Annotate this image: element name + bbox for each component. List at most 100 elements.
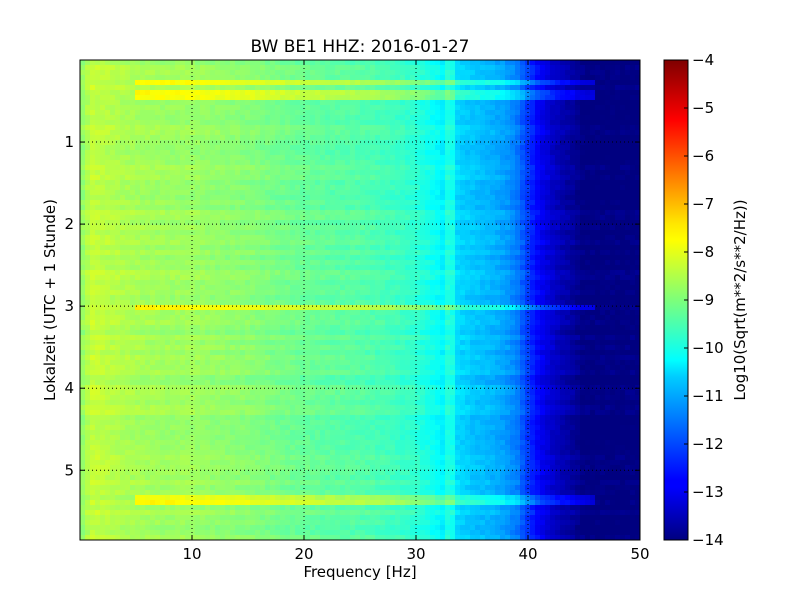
spectrogram-cell xyxy=(600,190,606,196)
spectrogram-cell xyxy=(115,135,121,141)
spectrogram-cell xyxy=(200,145,206,151)
spectrogram-cell xyxy=(310,275,316,281)
spectrogram-cell xyxy=(400,200,406,206)
spectrogram-cell xyxy=(510,260,516,266)
spectrogram-cell xyxy=(295,145,301,151)
spectrogram-cell xyxy=(600,195,606,201)
spectrogram-cell xyxy=(285,100,291,106)
spectrogram-cell xyxy=(245,235,251,241)
spectrogram-cell xyxy=(240,220,246,226)
spectrogram-cell xyxy=(610,245,616,251)
spectrogram-cell xyxy=(560,100,566,106)
spectrogram-cell xyxy=(245,250,251,256)
spectrogram-cell xyxy=(125,205,131,211)
spectrogram-cell xyxy=(525,185,531,191)
spectrogram-cell xyxy=(295,195,301,201)
spectrogram-cell xyxy=(625,245,631,251)
spectrogram-cell xyxy=(450,65,456,71)
spectrogram-cell xyxy=(430,195,436,201)
spectrogram-cell xyxy=(410,275,416,281)
spectrogram-cell xyxy=(610,175,616,181)
spectrogram-cell xyxy=(105,85,111,91)
spectrogram-cell xyxy=(305,65,311,71)
spectrogram-cell xyxy=(215,195,221,201)
spectrogram-cell xyxy=(270,70,276,76)
spectrogram-cell xyxy=(535,210,541,216)
spectrogram-cell xyxy=(370,205,376,211)
spectrogram-cell xyxy=(510,225,516,231)
spectrogram-cell xyxy=(425,235,431,241)
spectrogram-cell xyxy=(510,275,516,281)
spectrogram-cell xyxy=(580,130,586,136)
spectrogram-cell xyxy=(540,255,546,261)
spectrogram-cell xyxy=(80,140,86,146)
spectrogram-cell xyxy=(280,70,286,76)
spectrogram-cell xyxy=(150,275,156,281)
spectrogram-cell xyxy=(205,280,211,286)
spectrogram-cell xyxy=(585,250,591,256)
spectrogram-cell xyxy=(285,70,291,76)
spectrogram-cell xyxy=(140,125,146,131)
spectrogram-cell xyxy=(110,180,116,186)
spectrogram-cell xyxy=(340,60,346,66)
spectrogram-cell xyxy=(590,240,596,246)
spectrogram-cell xyxy=(100,240,106,246)
spectrogram-cell xyxy=(410,130,416,136)
spectrogram-cell xyxy=(260,215,266,221)
spectrogram-cell xyxy=(280,210,286,216)
spectrogram-cell xyxy=(235,175,241,181)
spectrogram-cell xyxy=(190,145,196,151)
spectrogram-cell xyxy=(610,155,616,161)
spectrogram-cell xyxy=(160,130,166,136)
spectrogram-cell xyxy=(335,80,341,86)
spectrogram-cell xyxy=(530,140,536,146)
spectrogram-cell xyxy=(570,170,576,176)
spectrogram-cell xyxy=(230,65,236,71)
spectrogram-cell xyxy=(170,90,176,96)
spectrogram-cell xyxy=(365,135,371,141)
spectrogram-cell xyxy=(530,240,536,246)
spectrogram-cell xyxy=(410,220,416,226)
spectrogram-cell xyxy=(530,125,536,131)
spectrogram-cell xyxy=(405,100,411,106)
spectrogram-cell xyxy=(560,110,566,116)
spectrogram-cell xyxy=(220,170,226,176)
spectrogram-cell xyxy=(335,125,341,131)
spectrogram-cell xyxy=(555,150,561,156)
spectrogram-cell xyxy=(440,115,446,121)
spectrogram-cell xyxy=(85,140,91,146)
spectrogram-cell xyxy=(330,140,336,146)
spectrogram-cell xyxy=(350,185,356,191)
spectrogram-cell xyxy=(435,150,441,156)
spectrogram-cell xyxy=(475,210,481,216)
spectrogram-cell xyxy=(440,265,446,271)
spectrogram-cell xyxy=(235,280,241,286)
spectrogram-cell xyxy=(195,265,201,271)
spectrogram-cell xyxy=(225,200,231,206)
spectrogram-cell xyxy=(215,245,221,251)
spectrogram-cell xyxy=(550,160,556,166)
spectrogram-cell xyxy=(430,75,436,81)
spectrogram-cell xyxy=(100,175,106,181)
spectrogram-cell xyxy=(395,190,401,196)
spectrogram-cell xyxy=(275,140,281,146)
spectrogram-cell xyxy=(350,130,356,136)
spectrogram-cell xyxy=(205,130,211,136)
spectrogram-cell xyxy=(225,235,231,241)
spectrogram-cell xyxy=(105,60,111,66)
spectrogram-cell xyxy=(160,245,166,251)
spectrogram-cell xyxy=(370,210,376,216)
spectrogram-cell xyxy=(285,250,291,256)
spectrogram-cell xyxy=(475,200,481,206)
spectrogram-cell xyxy=(100,270,106,276)
spectrogram-cell xyxy=(80,130,86,136)
spectrogram-cell xyxy=(95,185,101,191)
spectrogram-cell xyxy=(620,105,626,111)
spectrogram-cell xyxy=(235,245,241,251)
spectrogram-cell xyxy=(595,225,601,231)
spectrogram-cell xyxy=(620,220,626,226)
spectrogram-cell xyxy=(330,105,336,111)
spectrogram-cell xyxy=(600,160,606,166)
spectrogram-cell xyxy=(520,165,526,171)
spectrogram-cell xyxy=(305,125,311,131)
